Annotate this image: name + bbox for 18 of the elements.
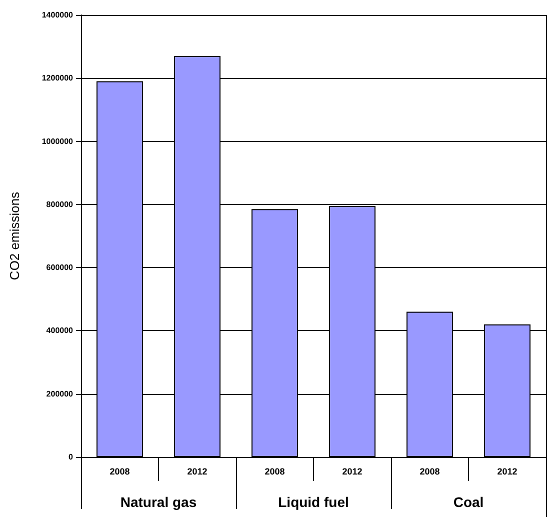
text: Natural gas <box>120 494 197 510</box>
y-tick-label: 1000000 <box>42 136 74 146</box>
y-tick-label: 800000 <box>46 200 74 209</box>
y-tick-label: 200000 <box>46 389 74 398</box>
x-tick-label: 2008 <box>264 466 285 476</box>
x-tick-label: 2012 <box>342 466 362 476</box>
y-tick-label: 1200000 <box>42 74 74 83</box>
y-tick-label: 1400000 <box>42 10 74 20</box>
text: Liquid fuel <box>278 494 349 510</box>
x-tick-label: 2012 <box>497 466 518 476</box>
y-tick-label: 600000 <box>46 263 74 272</box>
x-tick-label: 2012 <box>187 466 208 476</box>
text: Coal <box>453 494 484 510</box>
x-tick-label: 2008 <box>420 466 440 476</box>
x-tick-label: 2008 <box>110 466 130 476</box>
y-tick-label: 400000 <box>46 326 74 336</box>
y-tick-label: 0 <box>68 452 74 462</box>
y-axis-title: CO2 emissions <box>7 191 22 280</box>
